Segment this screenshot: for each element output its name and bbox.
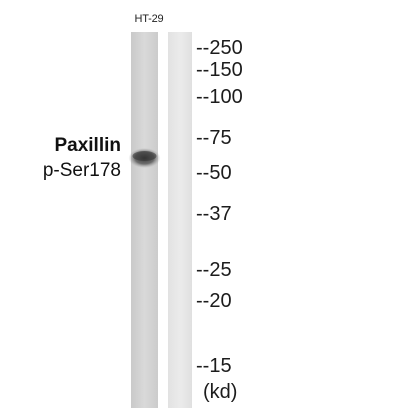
marker-100: --100 bbox=[196, 86, 243, 108]
marker-75: --75 bbox=[196, 127, 232, 149]
protein-site: p-Ser178 bbox=[42, 160, 121, 181]
sample-lane bbox=[131, 32, 158, 408]
marker-50: --50 bbox=[196, 162, 232, 184]
marker-150: --150 bbox=[196, 59, 243, 81]
control-lane bbox=[168, 32, 192, 408]
marker-15: --15 bbox=[196, 355, 232, 377]
marker-250: --250 bbox=[196, 37, 243, 59]
unit-label: (kd) bbox=[203, 381, 238, 403]
protein-name: Paxillin bbox=[54, 135, 121, 156]
protein-band-core bbox=[132, 151, 157, 161]
sample-label: HT-29 bbox=[134, 13, 164, 25]
marker-37: --37 bbox=[196, 203, 232, 225]
marker-20: --20 bbox=[196, 290, 232, 312]
marker-25: --25 bbox=[196, 259, 232, 281]
